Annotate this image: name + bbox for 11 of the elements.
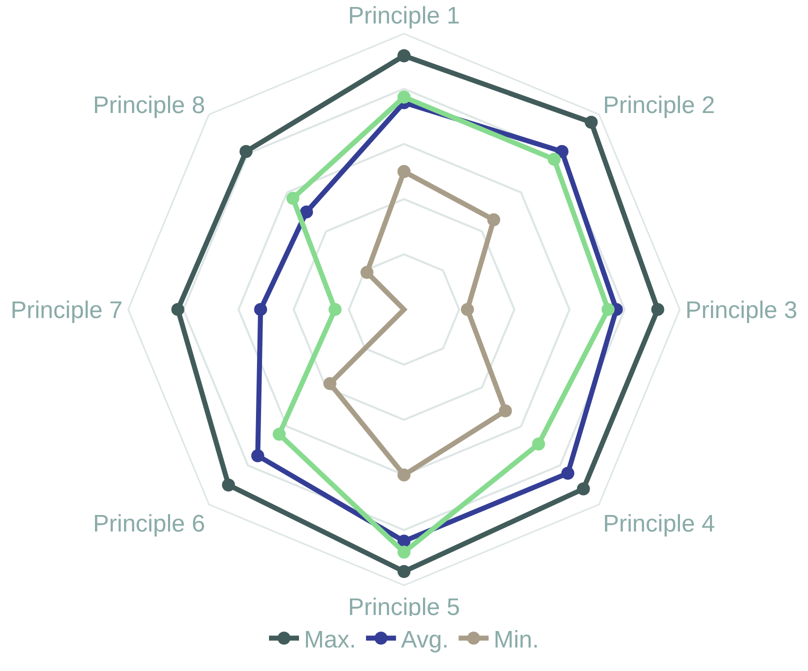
legend-label: Min.: [494, 626, 539, 654]
spoke-label: Principle 2: [602, 92, 716, 120]
spoke-label: Principle 1: [348, 2, 460, 30]
spoke-label: Principle 6: [92, 510, 206, 538]
legend-label: Avg.: [401, 626, 449, 654]
spoke-label: Principle 4: [602, 510, 716, 538]
spoke-label: Principle 8: [92, 92, 206, 120]
spoke-label: Principle 7: [10, 296, 123, 324]
spoke-label: Principle 5: [348, 594, 460, 621]
legend-label: Max.: [304, 626, 356, 654]
spoke-label: Principle 3: [685, 296, 798, 324]
